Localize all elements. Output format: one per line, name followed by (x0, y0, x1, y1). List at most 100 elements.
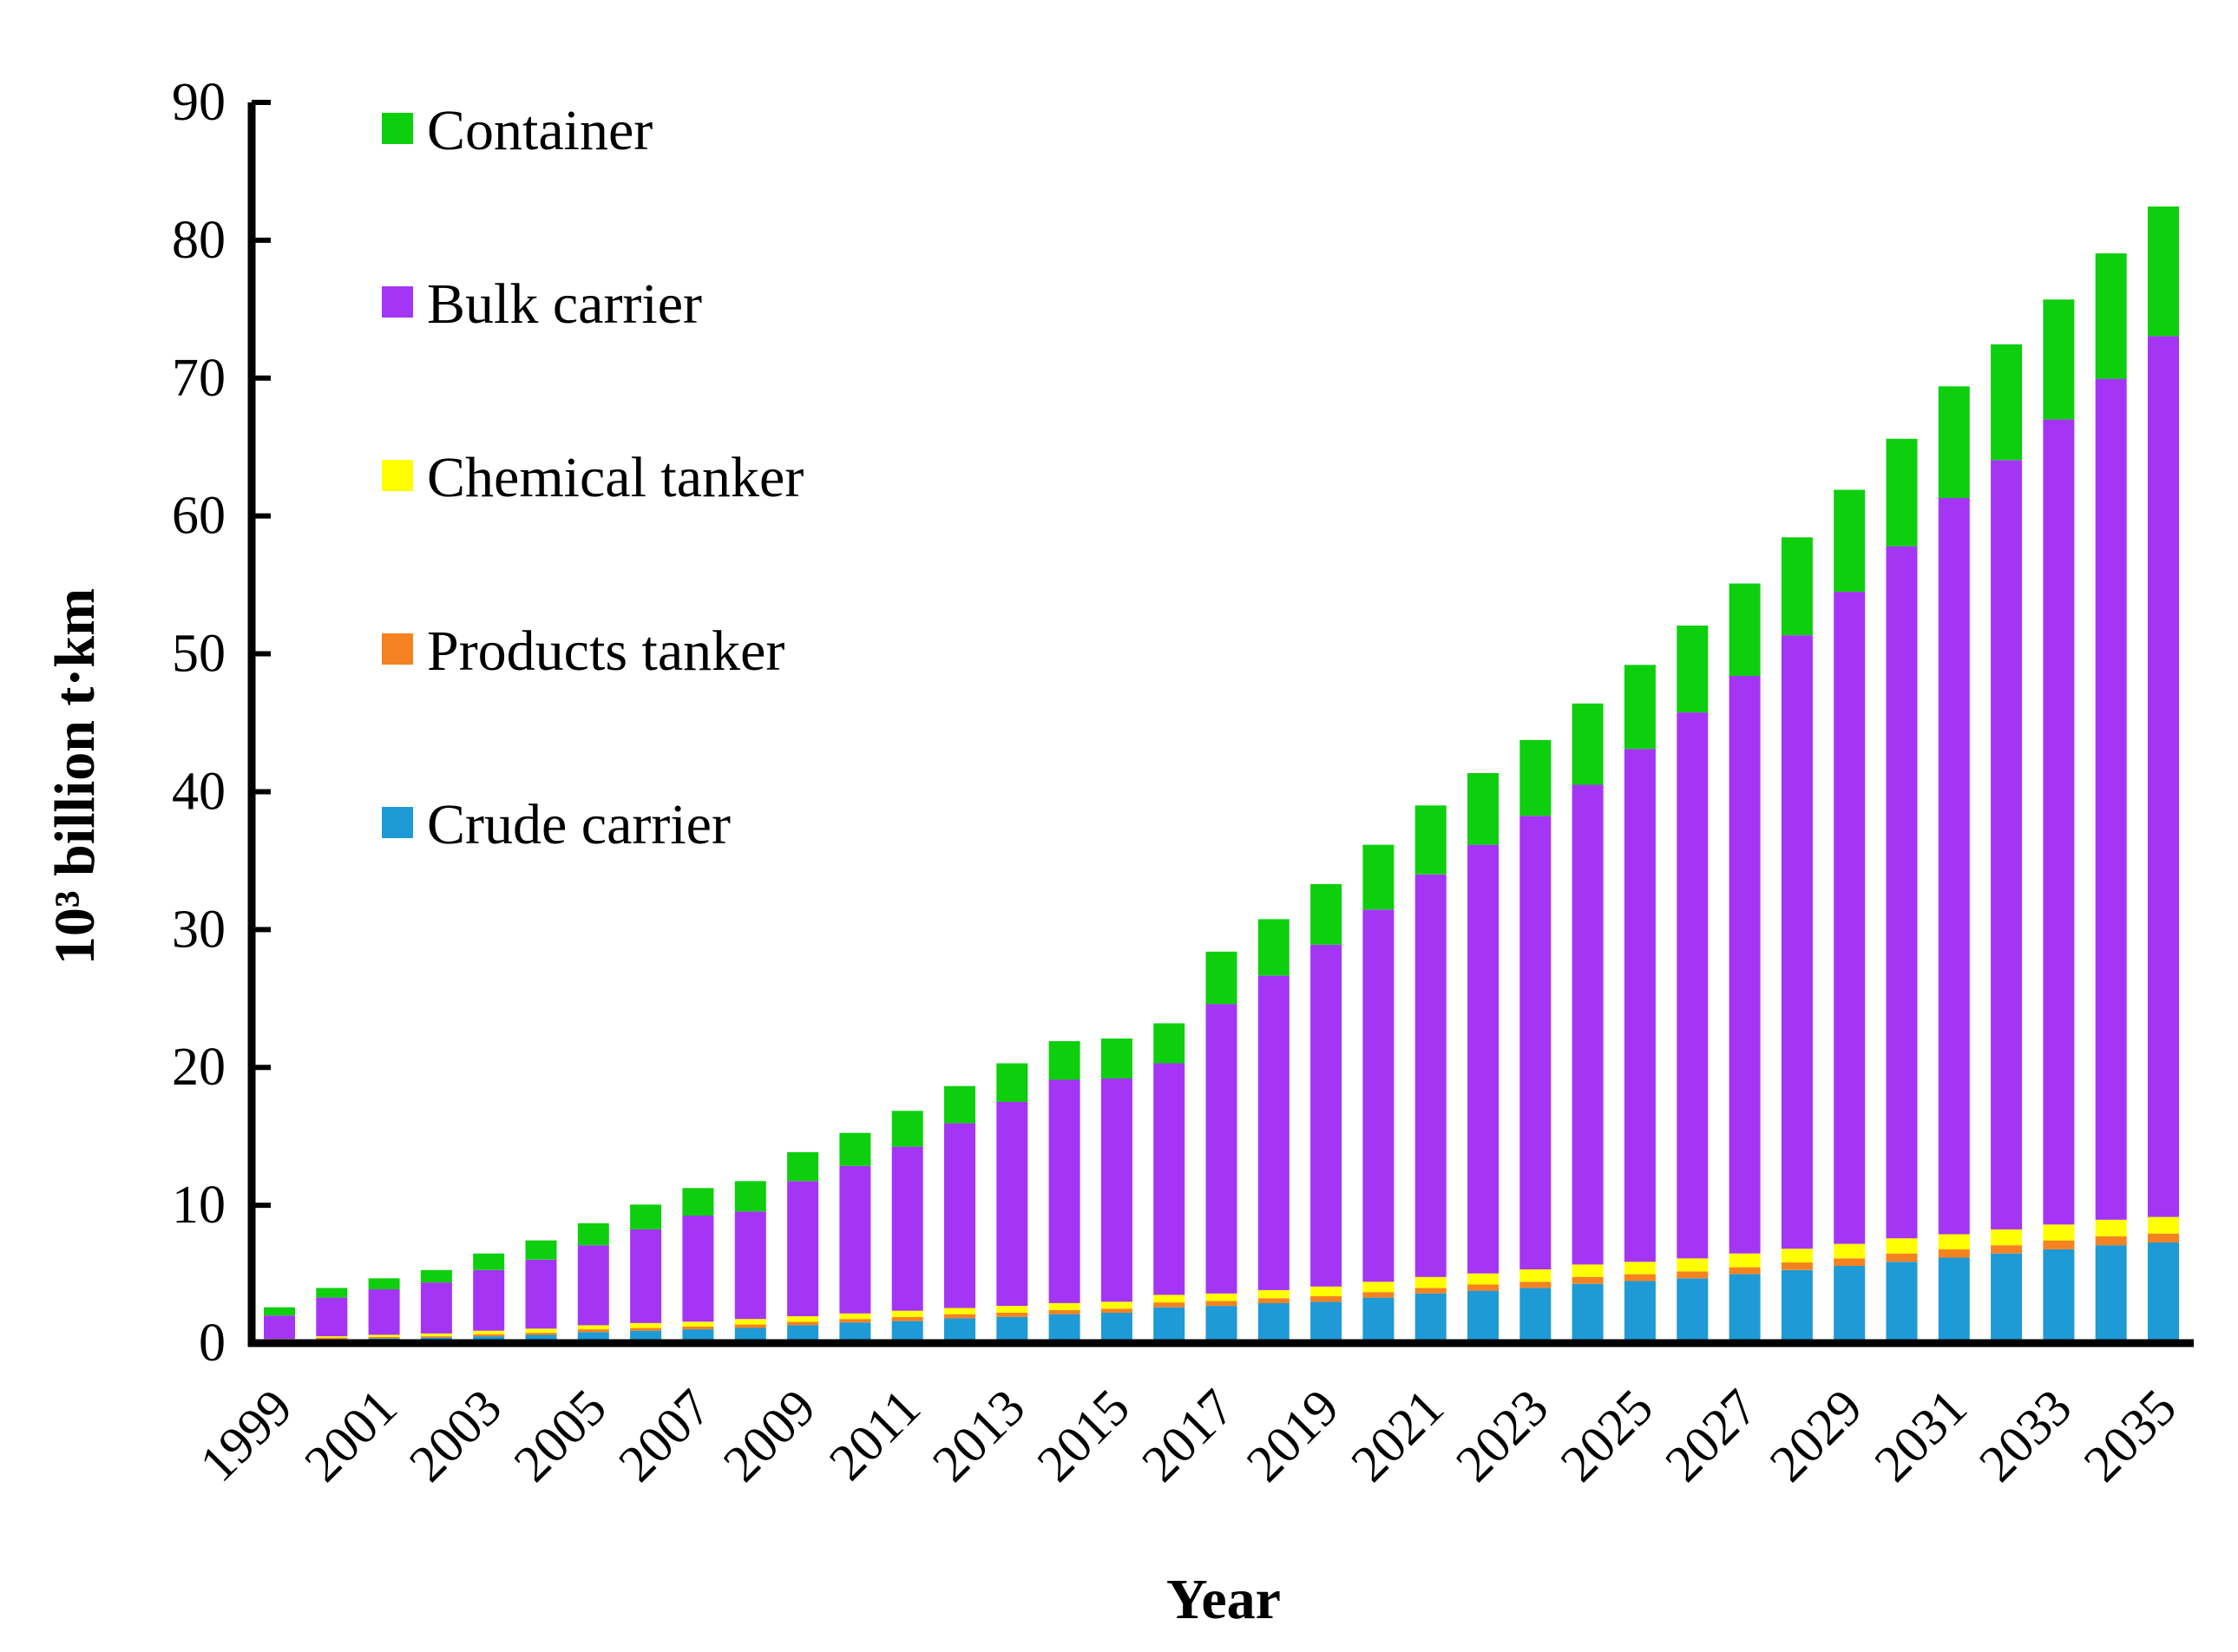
bar-crude-carrier-2027 (1729, 1274, 1761, 1343)
bar-chemical-tanker-2003 (473, 1330, 505, 1334)
bar-chemical-tanker-2012 (944, 1308, 975, 1314)
bar-crude-carrier-2004 (525, 1334, 557, 1343)
legend-label-crude-carrier: Crude carrier (427, 793, 731, 856)
y-tick-label-30: 30 (172, 900, 226, 959)
bar-container-2035 (2148, 206, 2179, 337)
bar-products-tanker-2006 (630, 1328, 662, 1331)
bar-chemical-tanker-2002 (420, 1333, 452, 1337)
bar-chemical-tanker-2034 (2095, 1219, 2127, 1236)
bar-bulk-carrier-2021 (1414, 874, 1447, 1277)
x-tick-label-2035: 2035 (2073, 1379, 2188, 1493)
bar-bulk-carrier-2028 (1781, 635, 1813, 1249)
bar-products-tanker-2027 (1729, 1267, 1761, 1275)
legend-label-products-tanker: Products tanker (427, 620, 784, 683)
bar-container-2005 (577, 1223, 609, 1246)
bar-crude-carrier-2009 (787, 1325, 819, 1343)
bar-chemical-tanker-2011 (891, 1310, 923, 1317)
bar-container-2023 (1519, 739, 1552, 816)
bar-chemical-tanker-2020 (1362, 1282, 1395, 1293)
bar-container-2025 (1624, 665, 1656, 750)
y-tick-label-90: 90 (172, 73, 226, 132)
x-tick-label-2011: 2011 (818, 1379, 931, 1491)
bar-crude-carrier-2029 (1834, 1266, 1866, 1343)
bar-chemical-tanker-2021 (1414, 1276, 1447, 1288)
bar-container-2000 (316, 1288, 348, 1298)
bar-products-tanker-2005 (577, 1329, 609, 1333)
legend-swatch-products-tanker (382, 633, 413, 665)
bar-container-2018 (1257, 919, 1290, 976)
bar-crude-carrier-2017 (1205, 1306, 1237, 1343)
y-axis-title: 10³ billion t·km (43, 588, 107, 965)
legend-swatch-chemical-tanker (382, 460, 413, 491)
bar-bulk-carrier-2001 (368, 1289, 400, 1335)
x-tick-label-1999: 1999 (189, 1379, 304, 1493)
y-tick-label-60: 60 (172, 487, 226, 546)
bar-bulk-carrier-2016 (1153, 1063, 1185, 1295)
x-tick-label-2003: 2003 (398, 1379, 513, 1493)
bar-bulk-carrier-2012 (944, 1123, 975, 1308)
bar-chemical-tanker-2022 (1467, 1273, 1499, 1285)
bar-products-tanker-2030 (1886, 1253, 1918, 1262)
bar-chemical-tanker-2014 (1048, 1302, 1080, 1310)
bar-products-tanker-2020 (1362, 1292, 1395, 1298)
bar-products-tanker-2012 (944, 1314, 975, 1319)
bar-bulk-carrier-2007 (682, 1216, 714, 1322)
bar-products-tanker-2015 (1100, 1308, 1132, 1314)
bar-container-2022 (1467, 773, 1499, 845)
x-axis-title: Year (1166, 1568, 1281, 1631)
bar-bulk-carrier-2026 (1677, 712, 1709, 1259)
bar-crude-carrier-2033 (2043, 1249, 2075, 1343)
bar-crude-carrier-2026 (1677, 1278, 1709, 1343)
legend-swatch-bulk-carrier (382, 286, 413, 318)
bar-crude-carrier-2032 (1991, 1253, 2023, 1343)
x-tick-label-2021: 2021 (1340, 1379, 1454, 1493)
bar-products-tanker-2029 (1834, 1258, 1866, 1266)
bar-products-tanker-2003 (473, 1334, 505, 1337)
bar-chemical-tanker-2006 (630, 1323, 662, 1328)
bar-container-2033 (2043, 299, 2075, 420)
bar-products-tanker-2028 (1781, 1262, 1813, 1270)
bar-container-2009 (787, 1151, 819, 1182)
y-tick-label-70: 70 (172, 349, 226, 408)
bar-container-2017 (1205, 951, 1237, 1005)
bar-bulk-carrier-2020 (1362, 909, 1395, 1282)
bar-chemical-tanker-2027 (1729, 1253, 1761, 1268)
x-tick-label-2013: 2013 (922, 1379, 1036, 1493)
bar-chemical-tanker-2032 (1991, 1229, 2023, 1246)
bar-chemical-tanker-2030 (1886, 1238, 1918, 1254)
bar-crude-carrier-2012 (944, 1318, 975, 1343)
bar-chemical-tanker-2008 (734, 1319, 766, 1325)
bar-container-2030 (1886, 438, 1918, 547)
bar-bulk-carrier-2006 (630, 1229, 662, 1323)
y-tick-label-50: 50 (172, 625, 226, 684)
bar-crude-carrier-2020 (1362, 1297, 1395, 1343)
bar-chemical-tanker-2004 (525, 1328, 557, 1334)
bar-crude-carrier-2023 (1519, 1288, 1552, 1343)
bar-crude-carrier-2013 (996, 1316, 1028, 1343)
x-tick-label-2007: 2007 (607, 1379, 722, 1493)
bar-products-tanker-2023 (1519, 1282, 1552, 1288)
x-tick-label-2019: 2019 (1236, 1379, 1350, 1493)
bar-chemical-tanker-2031 (1938, 1234, 1970, 1249)
bar-chemical-tanker-2023 (1519, 1269, 1552, 1282)
bar-container-2032 (1991, 344, 2023, 461)
y-tick-label-10: 10 (172, 1176, 226, 1235)
bar-chemical-tanker-2013 (996, 1306, 1028, 1313)
bar-crude-carrier-2035 (2148, 1242, 2179, 1343)
bar-bulk-carrier-2032 (1991, 460, 2023, 1229)
x-tick-label-2025: 2025 (1550, 1379, 1664, 1493)
bar-products-tanker-2022 (1467, 1284, 1499, 1291)
bar-bulk-carrier-1999 (264, 1315, 295, 1340)
bar-bulk-carrier-2030 (1886, 546, 1918, 1239)
legend-label-chemical-tanker: Chemical tanker (427, 446, 804, 509)
x-tick-label-2015: 2015 (1027, 1379, 1141, 1493)
bar-crude-carrier-2019 (1310, 1301, 1342, 1343)
bar-chemical-tanker-2000 (316, 1336, 348, 1338)
bar-products-tanker-2002 (420, 1336, 452, 1338)
bar-chemical-tanker-2015 (1100, 1301, 1132, 1309)
bar-crude-carrier-2021 (1414, 1293, 1447, 1343)
bar-chemical-tanker-2017 (1205, 1293, 1237, 1301)
bar-container-2016 (1153, 1023, 1185, 1064)
bar-container-2010 (839, 1132, 871, 1166)
